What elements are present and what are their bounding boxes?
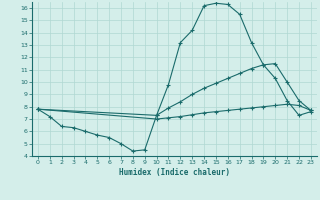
X-axis label: Humidex (Indice chaleur): Humidex (Indice chaleur) (119, 168, 230, 177)
